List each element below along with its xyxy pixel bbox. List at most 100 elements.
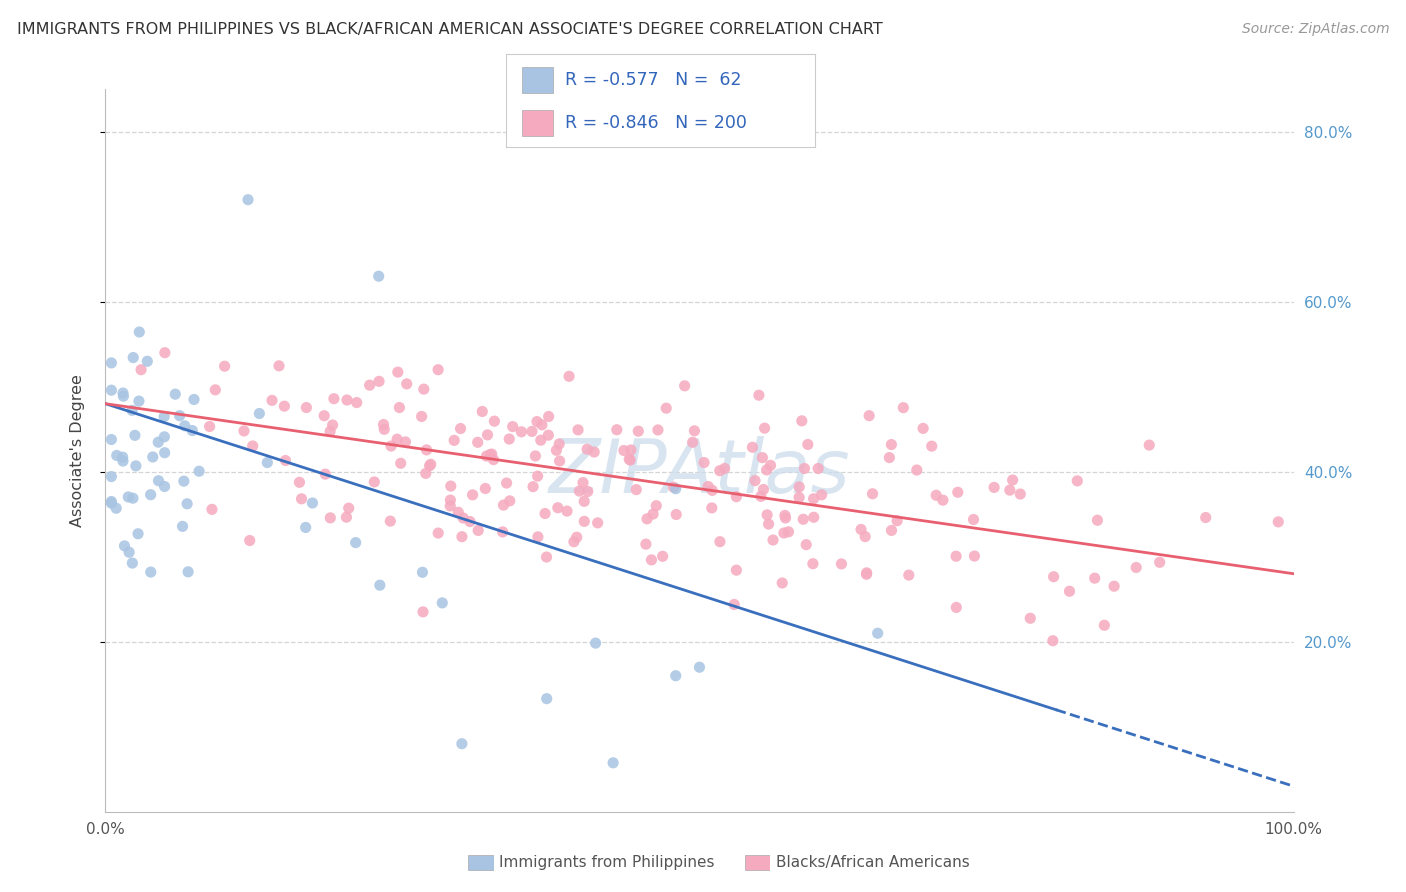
Point	[689, 660, 711, 674]
Point	[461, 488, 484, 502]
Point	[921, 439, 943, 453]
Bar	[522, 67, 553, 93]
Point	[522, 480, 544, 494]
Point	[100, 433, 122, 447]
Point	[1102, 579, 1125, 593]
Point	[751, 450, 773, 465]
Point	[411, 566, 433, 580]
Point	[562, 534, 585, 549]
Point	[273, 399, 295, 413]
Point	[322, 417, 344, 432]
Point	[725, 563, 748, 577]
Point	[647, 423, 669, 437]
Point	[574, 494, 596, 508]
Point	[572, 475, 595, 490]
Point	[181, 424, 204, 438]
Point	[415, 442, 437, 457]
Point	[314, 467, 336, 482]
Point	[558, 369, 581, 384]
Point	[153, 479, 176, 493]
Point	[1001, 473, 1024, 487]
Point	[100, 469, 122, 483]
Point	[389, 456, 412, 470]
Point	[121, 556, 143, 570]
Point	[139, 488, 162, 502]
Point	[752, 483, 775, 497]
Point	[415, 467, 437, 481]
Point	[537, 409, 560, 424]
Point	[665, 669, 688, 683]
Point	[586, 516, 609, 530]
Point	[439, 493, 461, 508]
Point	[214, 359, 236, 374]
Point	[1019, 611, 1042, 625]
Point	[963, 549, 986, 563]
Point	[536, 691, 558, 706]
Point	[634, 537, 657, 551]
Point	[606, 423, 628, 437]
Y-axis label: Associate's Degree: Associate's Degree	[70, 374, 84, 527]
Point	[165, 387, 187, 401]
Point	[744, 474, 766, 488]
Point	[773, 508, 796, 523]
Point	[368, 375, 391, 389]
Point	[1137, 438, 1160, 452]
Point	[759, 458, 782, 473]
Point	[983, 480, 1005, 494]
Point	[520, 425, 543, 439]
Point	[946, 485, 969, 500]
Point	[112, 389, 135, 403]
Point	[367, 269, 389, 284]
Bar	[522, 110, 553, 136]
Point	[439, 499, 461, 513]
Point	[100, 356, 122, 370]
Point	[762, 533, 785, 547]
Point	[471, 404, 494, 418]
Point	[619, 452, 641, 467]
Point	[797, 437, 820, 451]
Point	[479, 448, 502, 462]
Point	[807, 461, 830, 475]
Point	[810, 488, 832, 502]
Point	[756, 508, 779, 522]
Point	[394, 434, 416, 449]
Point	[492, 498, 515, 512]
Point	[912, 421, 935, 435]
Point	[792, 512, 814, 526]
Point	[411, 409, 433, 424]
Point	[153, 409, 176, 424]
Point	[450, 737, 472, 751]
Point	[395, 376, 418, 391]
Point	[709, 464, 731, 478]
Point	[105, 449, 128, 463]
Point	[124, 428, 146, 442]
Point	[741, 440, 763, 454]
Point	[1066, 474, 1088, 488]
Point	[380, 439, 402, 453]
Point	[530, 417, 553, 432]
Point	[1010, 487, 1032, 501]
Point	[346, 395, 368, 409]
Point	[858, 409, 880, 423]
Point	[925, 488, 948, 502]
Point	[100, 494, 122, 508]
Point	[319, 425, 342, 439]
Point	[700, 500, 723, 515]
Point	[148, 435, 170, 450]
Point	[337, 501, 360, 516]
Point	[368, 578, 391, 592]
Point	[862, 487, 884, 501]
Point	[790, 414, 813, 428]
Point	[778, 524, 800, 539]
Point	[148, 474, 170, 488]
Point	[173, 474, 195, 488]
Point	[495, 476, 517, 491]
Point	[830, 557, 852, 571]
Point	[236, 193, 259, 207]
Point	[891, 401, 914, 415]
Point	[260, 393, 283, 408]
Point	[183, 392, 205, 407]
Point	[702, 483, 724, 498]
Point	[534, 507, 557, 521]
Point	[693, 456, 716, 470]
